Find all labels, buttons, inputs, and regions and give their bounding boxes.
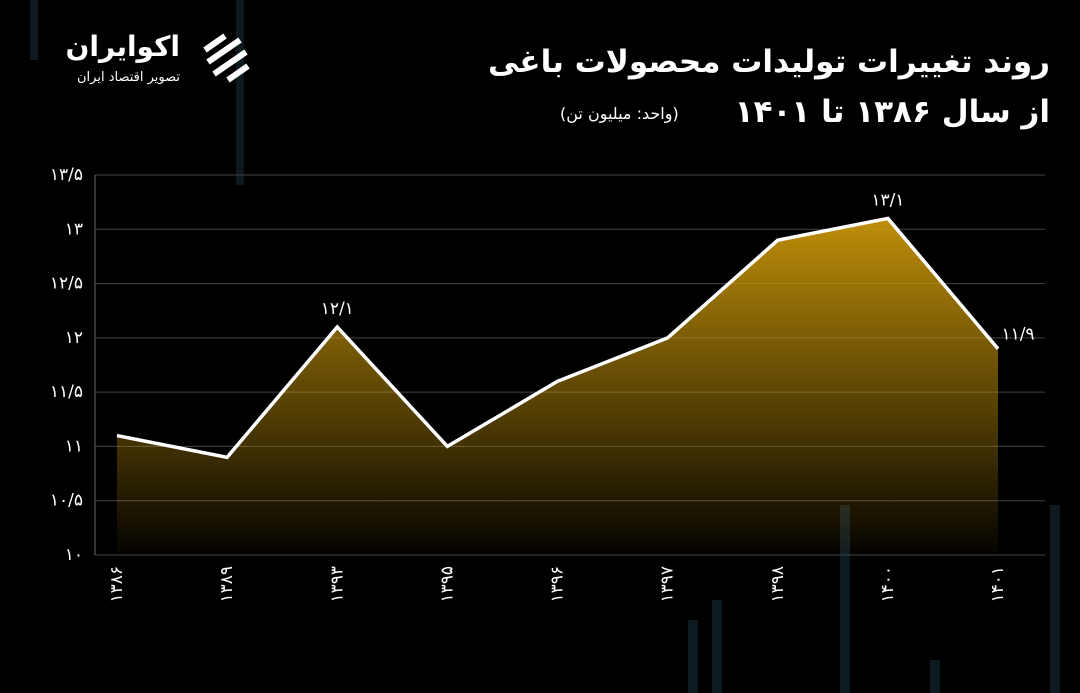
value-label: ۱۲/۱ xyxy=(321,299,354,319)
chart-title: روند تغییرات تولیدات محصولات باغی xyxy=(488,44,1050,80)
value-label: ۱۱/۹ xyxy=(1001,325,1034,345)
area xyxy=(117,218,998,555)
x-tick-label: ۱۴۰۰ xyxy=(878,566,898,603)
decor-bars xyxy=(30,0,1060,693)
y-tick-label: ۱۰ xyxy=(65,545,83,565)
x-tick-label: ۱۳۹۵ xyxy=(437,566,457,603)
x-tick-label: ۱۴۰۱ xyxy=(988,566,1008,603)
y-tick-label: ۱۲ xyxy=(65,328,83,348)
y-tick-label: ۱۲/۵ xyxy=(50,274,83,294)
logo-icon xyxy=(203,33,250,83)
unit-note: (واحد: میلیون تن) xyxy=(560,104,679,123)
value-label: ۱۳/۱ xyxy=(871,190,904,210)
line xyxy=(116,216,1000,460)
x-tick-label: ۱۳۹۳ xyxy=(327,566,347,603)
brand-name: اکوایران xyxy=(65,30,180,63)
x-tick-label: ۱۳۹۸ xyxy=(768,566,788,603)
y-tick-label: ۱۰/۵ xyxy=(50,491,83,511)
x-tick-label: ۱۳۸۹ xyxy=(217,566,237,603)
brand-tagline: تصویر اقتصاد ایران xyxy=(77,70,180,85)
y-tick-label: ۱۳ xyxy=(65,219,83,239)
x-tick-label: ۱۳۹۷ xyxy=(658,566,678,603)
x-tick-label: ۱۳۹۶ xyxy=(548,566,568,603)
x-tick-label: ۱۳۸۶ xyxy=(107,566,127,603)
y-tick-label: ۱۱ xyxy=(65,436,83,456)
chart-subtitle: از سال ۱۳۸۶ تا ۱۴۰۱ xyxy=(734,94,1050,130)
y-tick-label: ۱۱/۵ xyxy=(50,382,83,402)
y-tick-label: ۱۳/۵ xyxy=(50,165,83,185)
